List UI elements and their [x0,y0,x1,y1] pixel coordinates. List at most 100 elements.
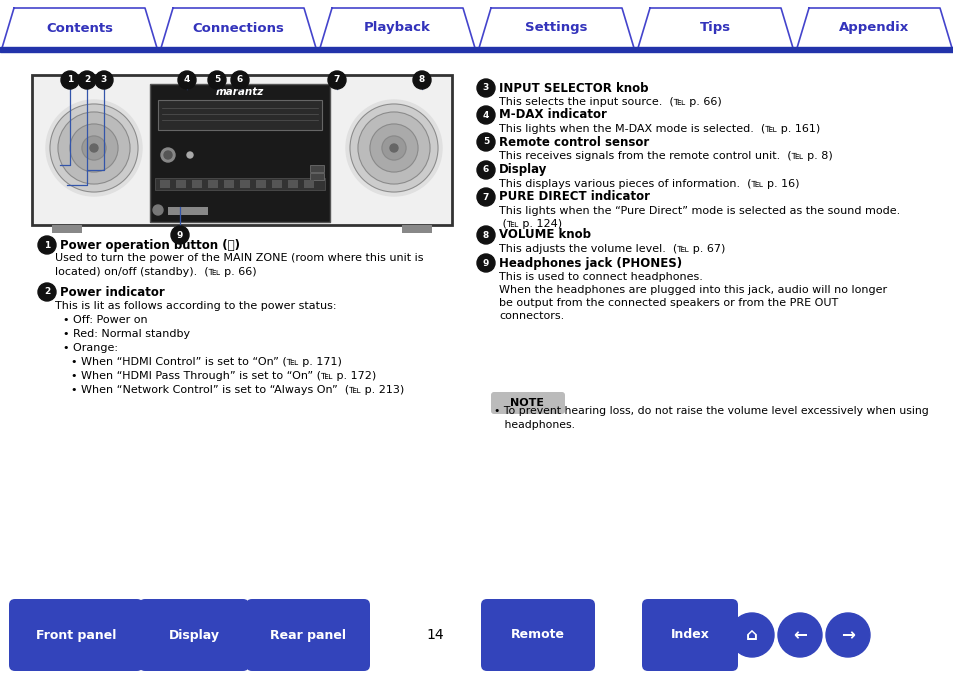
Circle shape [476,254,495,272]
Circle shape [390,144,397,152]
Bar [158,100,322,130]
Circle shape [171,226,189,244]
Circle shape [476,161,495,179]
Text: This selects the input source.  (℡ p. 66): This selects the input source. (℡ p. 66) [498,97,721,107]
Text: connectors.: connectors. [498,311,563,321]
Text: This lights when the M-DAX mode is selected.  (℡ p. 161): This lights when the M-DAX mode is selec… [498,124,820,134]
Circle shape [58,112,130,184]
Text: 7: 7 [334,75,340,85]
FancyBboxPatch shape [641,599,738,671]
Text: 5: 5 [213,75,220,85]
Text: Used to turn the power of the MAIN ZONE (room where this unit is: Used to turn the power of the MAIN ZONE … [55,253,423,263]
Text: • To prevent hearing loss, do not raise the volume level excessively when using: • To prevent hearing loss, do not raise … [494,406,928,416]
Circle shape [350,104,437,192]
Circle shape [208,71,226,89]
Bar [192,180,202,188]
Polygon shape [161,8,315,48]
Circle shape [46,100,142,196]
Text: →: → [841,626,854,644]
Circle shape [38,283,56,301]
Circle shape [82,136,106,160]
Circle shape [413,71,431,89]
Text: headphones.: headphones. [494,420,575,430]
Text: When the headphones are plugged into this jack, audio will no longer: When the headphones are plugged into thi… [498,285,886,295]
Text: • Orange:: • Orange: [63,343,118,353]
Text: 7: 7 [482,192,489,201]
FancyBboxPatch shape [491,392,564,414]
Polygon shape [796,8,951,48]
Text: 1: 1 [67,75,73,85]
Text: Connections: Connections [193,22,284,34]
Polygon shape [638,8,792,48]
Bar [154,178,325,190]
Circle shape [187,152,193,158]
Circle shape [164,151,172,159]
Text: This lights when the “Pure Direct” mode is selected as the sound mode.: This lights when the “Pure Direct” mode … [498,206,900,216]
Text: 4: 4 [482,110,489,120]
Polygon shape [2,8,157,48]
Bar [52,225,82,233]
Text: 2: 2 [44,287,51,297]
Polygon shape [319,8,475,48]
Bar [272,180,282,188]
Text: Index: Index [670,629,709,641]
Text: Remote: Remote [511,629,564,641]
Text: This receives signals from the remote control unit.  (℡ p. 8): This receives signals from the remote co… [498,151,832,161]
Bar [255,180,266,188]
Text: Settings: Settings [525,22,587,34]
FancyBboxPatch shape [139,599,249,671]
Circle shape [476,79,495,97]
FancyBboxPatch shape [9,599,143,671]
Text: 3: 3 [482,83,489,92]
Circle shape [78,71,96,89]
Circle shape [346,100,441,196]
Text: Display: Display [498,164,547,176]
Text: Display: Display [169,629,219,641]
Text: Appendix: Appendix [839,22,908,34]
Circle shape [476,133,495,151]
Text: • Off: Power on: • Off: Power on [63,315,148,325]
Circle shape [178,71,195,89]
FancyBboxPatch shape [32,75,452,225]
Circle shape [476,106,495,124]
Text: This adjusts the volume level.  (℡ p. 67): This adjusts the volume level. (℡ p. 67) [498,244,724,254]
Text: This is used to connect headphones.: This is used to connect headphones. [498,272,702,282]
Text: Headphones jack (PHONES): Headphones jack (PHONES) [498,256,681,269]
Text: NOTE: NOTE [510,398,543,408]
Bar [401,225,432,233]
Bar [0,47,953,52]
Text: This is lit as follows according to the power status:: This is lit as follows according to the … [55,301,336,311]
Text: Rear panel: Rear panel [270,629,346,641]
Circle shape [328,71,346,89]
Text: Tips: Tips [700,22,730,34]
Text: Remote control sensor: Remote control sensor [498,135,649,149]
Text: located) on/off (standby).  (℡ p. 66): located) on/off (standby). (℡ p. 66) [55,267,256,277]
Text: 6: 6 [482,166,489,174]
Circle shape [90,144,98,152]
Circle shape [357,112,430,184]
Circle shape [476,188,495,206]
Circle shape [38,236,56,254]
Text: 5: 5 [482,137,489,147]
Bar [160,180,170,188]
Text: • Red: Normal standby: • Red: Normal standby [63,329,190,339]
Text: ←: ← [792,626,806,644]
Circle shape [95,71,112,89]
Text: Playback: Playback [364,22,431,34]
Polygon shape [478,8,634,48]
Text: This displays various pieces of information.  (℡ p. 16): This displays various pieces of informat… [498,179,799,189]
FancyBboxPatch shape [480,599,595,671]
Circle shape [778,613,821,657]
Circle shape [70,124,118,172]
Bar [310,173,324,180]
Circle shape [381,136,406,160]
Bar [304,180,314,188]
Bar [288,180,297,188]
Text: ⌂: ⌂ [745,626,757,644]
Circle shape [50,104,138,192]
Text: VOLUME knob: VOLUME knob [498,229,590,242]
Text: 9: 9 [482,258,489,267]
Text: INPUT SELECTOR knob: INPUT SELECTOR knob [498,81,648,94]
Text: marantz: marantz [215,87,264,97]
Text: (℡ p. 124): (℡ p. 124) [498,219,561,229]
